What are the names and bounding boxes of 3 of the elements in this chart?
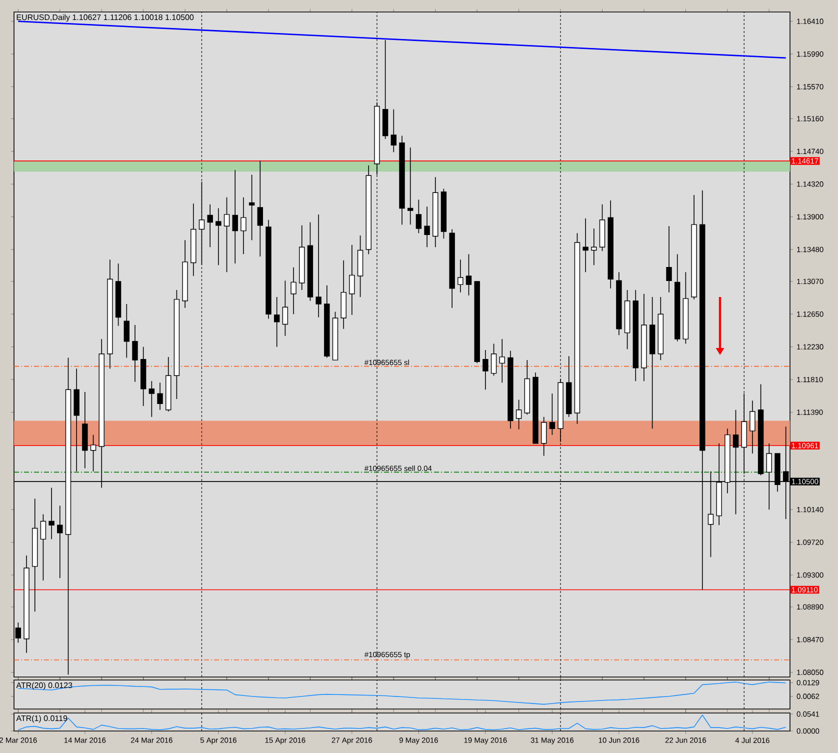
chart-title: ATR(20) 0.0123 xyxy=(16,682,72,690)
chart-title: EURUSD,Daily 1.10627 1.11206 1.10018 1.10500 xyxy=(16,14,194,22)
chart-title: ATR(1) 0.0119 xyxy=(16,715,68,723)
